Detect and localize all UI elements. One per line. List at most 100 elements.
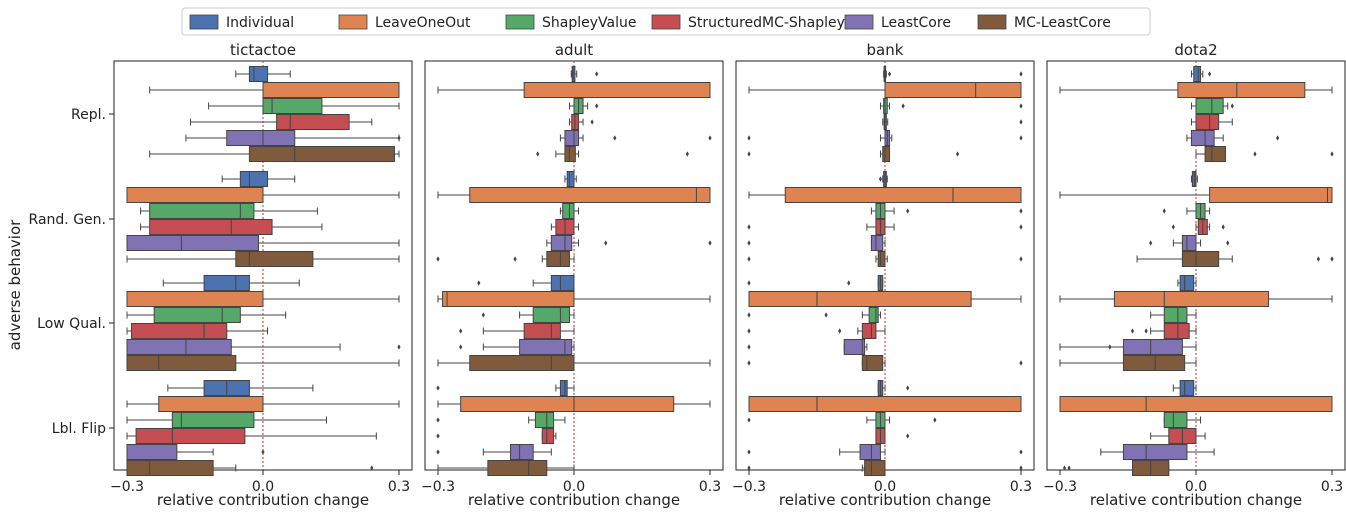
box-StructuredMC-Shapley: [1190, 114, 1233, 130]
x-tick-label: 0.3: [1321, 479, 1343, 495]
outlier-point: [261, 449, 265, 455]
box-iqr: [126, 235, 259, 251]
box-iqr: [1181, 251, 1220, 267]
box-LeaveOneOut: [748, 187, 1022, 203]
box-MC-LeastCore: [126, 355, 400, 371]
box-iqr: [532, 307, 570, 323]
x-tick-label: 0.0: [252, 479, 274, 495]
box-iqr: [1179, 380, 1195, 396]
box-iqr: [126, 187, 264, 203]
box-ShapleyValue: [126, 412, 327, 428]
outlier-point: [397, 135, 401, 141]
box-Individual: [570, 66, 599, 82]
box-iqr: [877, 251, 886, 267]
outlier-point: [1067, 465, 1071, 471]
outlier-point: [481, 312, 485, 318]
x-tick-label: 0.3: [1010, 479, 1032, 495]
box-iqr: [546, 251, 570, 267]
outlier-point: [955, 151, 960, 157]
box-iqr: [861, 355, 884, 371]
box-iqr: [519, 339, 573, 355]
outlier-point: [459, 328, 463, 334]
outlier-point: [1019, 103, 1023, 109]
box-Individual: [436, 380, 575, 396]
outlier-point: [906, 208, 910, 214]
y-tick-label: Low Qual.: [37, 316, 106, 332]
box-MC-LeastCore: [747, 251, 1023, 267]
outlier-point: [1226, 240, 1230, 246]
outlier-point: [1230, 103, 1234, 109]
box-ShapleyValue: [870, 203, 1023, 219]
x-axis-label: relative contribution change: [1090, 491, 1302, 509]
box-LeastCore: [185, 130, 401, 146]
outlier-point: [901, 103, 905, 109]
outlier-point: [747, 344, 751, 350]
y-tick-label: Rand. Gen.: [29, 212, 106, 228]
box-iqr: [487, 460, 548, 476]
box-iqr: [235, 251, 314, 267]
box-Individual: [1177, 275, 1197, 291]
y-tick-label: Lbl. Flip: [52, 421, 106, 437]
outlier-point: [747, 280, 751, 286]
box-StructuredMC-Shapley: [126, 428, 377, 444]
box-LeaveOneOut: [149, 82, 400, 98]
box-iqr: [541, 428, 555, 444]
box-iqr: [1163, 412, 1188, 428]
outlier-point: [747, 449, 751, 455]
box-LeaveOneOut: [126, 396, 400, 412]
outlier-point: [595, 103, 599, 109]
box-iqr: [559, 380, 568, 396]
outlier-point: [595, 71, 599, 77]
legend: Individual LeaveOneOut ShapleyValue Structu…: [181, 7, 1151, 36]
legend-swatch: [189, 14, 219, 30]
box-Individual: [1190, 171, 1198, 187]
box-StructuredMC-Shapley: [875, 428, 910, 444]
box-iqr: [1163, 323, 1190, 339]
box-iqr: [859, 444, 881, 460]
box-MC-LeastCore: [126, 460, 374, 476]
box-iqr: [158, 396, 264, 412]
x-tick-label: 0.0: [874, 479, 896, 495]
outlier-point: [1019, 360, 1023, 366]
box-LeaveOneOut: [437, 396, 711, 412]
panel-title: adult: [555, 41, 593, 59]
box-iqr: [523, 82, 711, 98]
box-ShapleyValue: [481, 307, 575, 323]
legend-swatch: [651, 14, 681, 30]
outlier-point: [747, 328, 751, 334]
box-iqr: [149, 219, 273, 235]
outlier-point: [436, 449, 440, 455]
box-iqr: [748, 291, 972, 307]
outlier-point: [838, 328, 842, 334]
box-LeastCore: [546, 235, 712, 251]
box-MC-LeastCore: [536, 146, 689, 162]
legend-label: Individual: [226, 15, 294, 31]
box-ShapleyValue: [568, 98, 599, 114]
outlier-point: [747, 224, 751, 230]
box-iqr: [126, 460, 214, 476]
box-Individual: [167, 380, 314, 396]
outlier-point: [747, 256, 751, 262]
box-MC-LeastCore: [436, 251, 575, 267]
box-iqr: [784, 187, 1022, 203]
box-ShapleyValue: [1163, 412, 1202, 428]
box-iqr: [126, 291, 264, 307]
box-iqr: [248, 146, 395, 162]
box-iqr: [1113, 291, 1270, 307]
legend-swatch: [505, 14, 535, 30]
box-iqr: [843, 339, 866, 355]
box-StructuredMC-Shapley: [126, 323, 269, 339]
outlier-point: [1276, 135, 1280, 141]
box-iqr: [748, 396, 1022, 412]
box-StructuredMC-Shapley: [550, 219, 580, 235]
box-LeaveOneOut: [748, 396, 1022, 412]
box-LeastCore: [1186, 130, 1280, 146]
panel-title: bank: [867, 41, 904, 59]
outlier-point: [1130, 328, 1135, 334]
outlier-point: [1019, 135, 1023, 141]
outlier-point: [590, 119, 594, 125]
outlier-point: [906, 433, 910, 439]
outlier-point: [747, 360, 751, 366]
panel-tictactoe: tictactoe −0.3 0.0 0.3 relative contribution…: [29, 41, 413, 509]
